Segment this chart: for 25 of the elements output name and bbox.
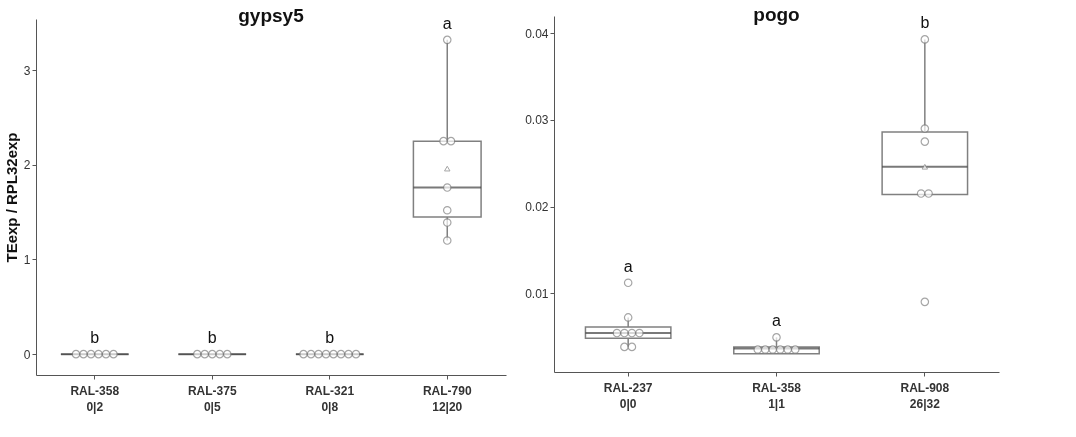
annotation: a — [772, 312, 782, 330]
y-tick-label: 0 — [23, 347, 31, 362]
x-tick-label: RAL-790 12|20 — [422, 383, 472, 414]
x-tick-label: RAL-358 1|1 — [752, 380, 802, 411]
chart-title: pogo — [753, 4, 800, 26]
x-tick-label: RAL-375 0|5 — [187, 383, 237, 414]
annotation: b — [920, 14, 930, 32]
y-tick-label: 3 — [23, 63, 31, 78]
annotation: b — [325, 329, 335, 347]
y-tick-label: 0.04 — [525, 26, 549, 41]
y-tick-label: 1 — [23, 252, 31, 267]
x-tick-label: RAL-237 0|0 — [603, 380, 653, 411]
chart-title: gypsy5 — [238, 4, 305, 26]
y-axis-title: TEexp / RPL32exp — [2, 132, 20, 263]
x-tick-label: RAL-908 26|32 — [900, 380, 950, 411]
y-tick-label: 0.02 — [525, 200, 549, 215]
annotation: b — [90, 329, 100, 347]
x-tick-label: RAL-358 0|2 — [70, 383, 120, 414]
annotation: b — [207, 329, 217, 347]
x-tick-label: RAL-321 0|8 — [305, 383, 355, 414]
annotation: a — [442, 14, 452, 32]
y-tick-label: 0.01 — [525, 286, 549, 301]
y-tick-label: 0.03 — [525, 113, 549, 128]
y-tick-label: 2 — [23, 158, 31, 173]
annotation: a — [623, 257, 633, 275]
